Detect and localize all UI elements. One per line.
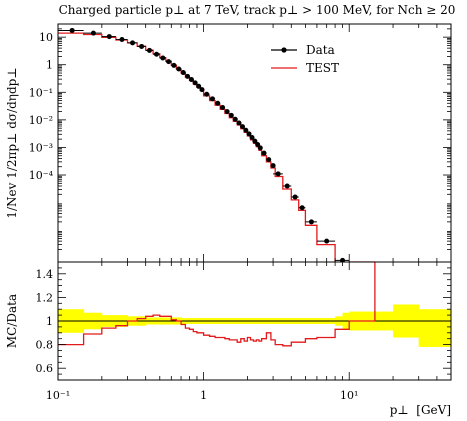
data-point	[236, 120, 242, 126]
legend: Data TEST	[271, 43, 339, 75]
x-tick-label: 10⁻¹	[46, 389, 70, 402]
data-point	[215, 100, 221, 106]
data-point	[273, 171, 283, 177]
data-point	[282, 183, 292, 189]
data-point	[240, 124, 246, 130]
y-tick-label: 10	[39, 31, 53, 44]
data-point	[159, 55, 166, 61]
ratio-panel: 10⁻¹ 1 10¹ 0.6 0.8 1 1.2 1.4	[36, 261, 452, 402]
data-point	[232, 116, 238, 122]
y-tick-label: 1	[46, 59, 53, 72]
x-axis-label: p⊥ [GeV]	[390, 403, 451, 417]
y-tick-label: 10⁻⁴	[29, 169, 54, 182]
data-point	[115, 37, 128, 43]
data-point	[176, 66, 182, 72]
data-point	[257, 145, 263, 151]
data-point	[298, 205, 306, 211]
ratio-y-tick-label: 1	[46, 315, 53, 328]
ratio-y-tick-label: 0.8	[36, 339, 54, 352]
data-point	[270, 163, 276, 169]
data-point	[137, 43, 146, 49]
legend-entry-test: TEST	[271, 61, 339, 75]
data-point	[188, 77, 194, 83]
data-point	[252, 138, 258, 144]
data-point	[192, 80, 198, 86]
ratio-y-axis-label: MC/Data	[5, 294, 19, 348]
data-point	[203, 91, 210, 97]
ratio-y-tick-label: 1.4	[36, 268, 54, 281]
data-point	[255, 141, 261, 147]
data-point	[246, 131, 252, 137]
data-point	[243, 127, 249, 133]
data-point	[266, 157, 272, 163]
ratio-y-tick-label: 0.6	[36, 362, 54, 375]
data-point	[153, 51, 160, 57]
ratio-series-test-histogram	[58, 262, 376, 347]
data-point	[165, 59, 172, 65]
data-point	[101, 34, 116, 40]
y-tick-label: 10⁻³	[29, 141, 53, 154]
main-y-axis-label: 1/Nev 1/2πp⊥ dσ/dηdp⊥	[5, 67, 19, 218]
y-tick-label: 10⁻²	[29, 114, 53, 127]
data-point	[58, 27, 84, 33]
data-point	[249, 134, 255, 140]
ratio-y-tick-label: 1.2	[36, 291, 54, 304]
x-tick-label: 10¹	[340, 389, 358, 402]
data-point	[196, 83, 202, 89]
legend-label-test: TEST	[306, 61, 339, 75]
data-point	[261, 150, 267, 156]
data-point	[224, 109, 230, 115]
legend-label-data: Data	[306, 43, 335, 57]
data-point	[291, 194, 299, 200]
uncertainty-band	[418, 309, 451, 347]
data-point	[316, 238, 336, 244]
data-point	[220, 105, 226, 111]
data-point	[209, 96, 216, 102]
data-point	[83, 30, 102, 36]
y-tick-label: 10⁻¹	[29, 86, 53, 99]
data-point	[305, 219, 317, 225]
main-panel: 10⁻⁴ 10⁻³ 10⁻² 10⁻¹ 1 10	[29, 23, 452, 263]
data-point	[145, 47, 154, 53]
data-point	[180, 70, 186, 76]
legend-entry-data: Data	[271, 43, 335, 57]
chart-title: Charged particle p⊥ at 7 TeV, track p⊥ >…	[59, 3, 456, 17]
data-point	[184, 73, 190, 79]
data-point	[127, 40, 138, 46]
data-point	[199, 87, 205, 93]
x-tick-label: 1	[200, 389, 207, 402]
data-point	[228, 112, 234, 118]
data-point	[171, 62, 177, 68]
